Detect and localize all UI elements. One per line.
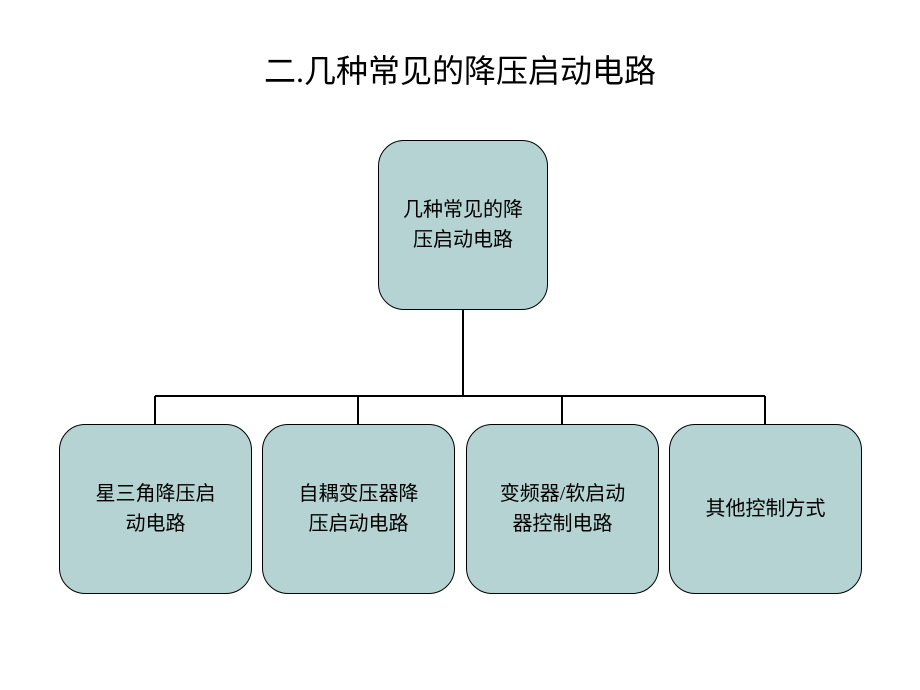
child-node-3: 其他控制方式 (669, 424, 862, 594)
child-node-2: 变频器/软启动器控制电路 (466, 424, 659, 594)
root-node: 几种常见的降压启动电路 (378, 140, 548, 310)
root-node-label: 几种常见的降压启动电路 (403, 195, 523, 255)
child-node-2-label: 变频器/软启动器控制电路 (500, 479, 626, 539)
child-node-0: 星三角降压启动电路 (59, 424, 252, 594)
child-node-1: 自耦变压器降压启动电路 (262, 424, 455, 594)
child-node-0-label: 星三角降压启动电路 (96, 479, 216, 539)
child-node-3-label: 其他控制方式 (706, 494, 826, 524)
child-node-1-label: 自耦变压器降压启动电路 (299, 479, 419, 539)
